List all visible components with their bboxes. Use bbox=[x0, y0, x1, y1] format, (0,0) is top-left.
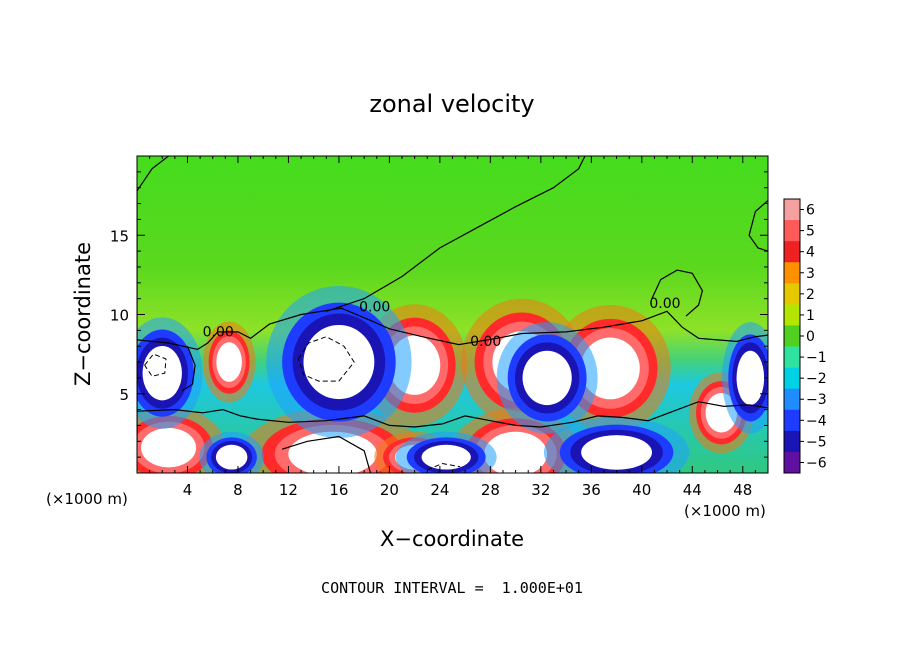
anomaly-ring bbox=[581, 435, 652, 470]
contour-label: 0.00 bbox=[649, 296, 680, 312]
colorbar-label: 6 bbox=[806, 203, 815, 219]
contour-label: 0.00 bbox=[203, 325, 234, 341]
anomaly-neg-9 bbox=[266, 285, 412, 439]
anomaly-ring bbox=[522, 350, 572, 406]
x-tick-label: 16 bbox=[329, 481, 348, 499]
contour-label: 0.00 bbox=[359, 299, 390, 315]
colorbar-swatch bbox=[784, 430, 800, 453]
colorbar-swatch bbox=[784, 199, 800, 221]
colorbar-label: 0 bbox=[806, 329, 815, 345]
contour-line bbox=[651, 269, 704, 317]
colorbar-swatch bbox=[784, 409, 800, 432]
contour-line bbox=[137, 156, 169, 440]
contour-interval-note: CONTOUR INTERVAL = 1.000E+01 bbox=[321, 579, 583, 597]
colorbar-label: −5 bbox=[806, 434, 827, 450]
colorbar-label: 2 bbox=[806, 287, 815, 303]
x-tick-label: 8 bbox=[233, 481, 243, 499]
x-tick-label: 24 bbox=[430, 481, 449, 499]
x-axis-label: X−coordinate bbox=[380, 527, 524, 551]
y-tick-label: 5 bbox=[119, 386, 129, 404]
anomaly-ring bbox=[288, 431, 377, 473]
y-axis-label: Z−coordinate bbox=[71, 242, 95, 386]
anomaly-ring bbox=[140, 427, 197, 468]
anomaly-neg-12 bbox=[722, 322, 768, 434]
colorbar-swatch bbox=[784, 325, 800, 347]
contour-line bbox=[748, 199, 768, 252]
x-tick-label: 36 bbox=[582, 481, 601, 499]
x-unit-right: (×1000 m) bbox=[684, 502, 766, 520]
colorbar-label: −3 bbox=[806, 392, 827, 408]
anomaly-ring bbox=[142, 345, 182, 401]
colorbar-swatch bbox=[784, 262, 800, 284]
contour-line-dashed bbox=[298, 336, 355, 382]
anomaly-neg-15 bbox=[199, 431, 264, 473]
x-tick-label: 32 bbox=[531, 481, 550, 499]
anomaly-ring bbox=[303, 324, 375, 400]
contour-line bbox=[137, 307, 768, 351]
x-tick-label: 40 bbox=[632, 481, 651, 499]
y-axis: 5 10 15 bbox=[110, 171, 768, 458]
contour-line bbox=[326, 156, 586, 312]
colorbar-swatch bbox=[784, 304, 800, 326]
x-tick-label: 44 bbox=[683, 481, 702, 499]
colorbar-label: −4 bbox=[806, 413, 827, 429]
colorbar-swatch bbox=[784, 367, 800, 389]
colorbar-swatch bbox=[784, 388, 800, 411]
contour-lines bbox=[137, 156, 768, 473]
contour-line-dashed bbox=[144, 353, 167, 377]
anomaly-ring bbox=[736, 350, 765, 406]
velocity-field bbox=[137, 285, 768, 473]
x-tick-label: 48 bbox=[733, 481, 752, 499]
x-unit-left: (×1000 m) bbox=[46, 490, 128, 508]
colorbar: 6 5 4 3 2 1 0 −1 −2 −3 −4 −5 −6 bbox=[783, 198, 827, 474]
field-background bbox=[137, 156, 768, 473]
anomaly-ring bbox=[421, 444, 471, 470]
contour-label-group: 0.00 0.00 0.00 0.00 bbox=[203, 296, 681, 350]
contour-label: 0.00 bbox=[470, 334, 501, 350]
y-tick-label: 10 bbox=[110, 307, 129, 325]
anomaly-pos-3 bbox=[202, 321, 256, 403]
contour-line bbox=[182, 345, 196, 392]
colorbar-label: −2 bbox=[806, 371, 827, 387]
x-tick-label: 28 bbox=[481, 481, 500, 499]
anomaly-ring bbox=[484, 431, 548, 473]
colorbar-label: 4 bbox=[806, 245, 815, 261]
colorbar-swatch bbox=[784, 346, 800, 368]
colorbar-label: −6 bbox=[806, 455, 827, 471]
y-tick-label: 15 bbox=[110, 227, 129, 245]
colorbar-swatch bbox=[784, 283, 800, 305]
contour-line bbox=[137, 401, 768, 428]
x-axis: 4 8 12 16 20 24 28 32 36 40 44 48 bbox=[149, 156, 756, 499]
anomaly-ring bbox=[216, 342, 242, 382]
anomaly-neg-11 bbox=[496, 322, 598, 434]
colorbar-label: 3 bbox=[806, 266, 815, 282]
anomaly-neg-10 bbox=[137, 317, 203, 429]
chart-title: zonal velocity bbox=[369, 90, 534, 118]
anomaly-neg-14 bbox=[395, 431, 497, 473]
colorbar-swatch bbox=[784, 220, 800, 242]
colorbar-label: 1 bbox=[806, 308, 815, 324]
plot-area bbox=[137, 156, 768, 473]
anomaly-ring bbox=[215, 444, 248, 470]
x-tick-label: 12 bbox=[279, 481, 298, 499]
x-tick-label: 20 bbox=[380, 481, 399, 499]
x-tick-label: 4 bbox=[183, 481, 193, 499]
colorbar-label: −1 bbox=[806, 350, 827, 366]
anomaly-neg-13 bbox=[543, 416, 690, 473]
colorbar-swatch bbox=[784, 451, 800, 474]
contour-line-dashed bbox=[427, 462, 461, 471]
colorbar-swatch bbox=[784, 241, 800, 263]
contour-line bbox=[281, 435, 372, 473]
colorbar-label: 5 bbox=[806, 224, 815, 240]
